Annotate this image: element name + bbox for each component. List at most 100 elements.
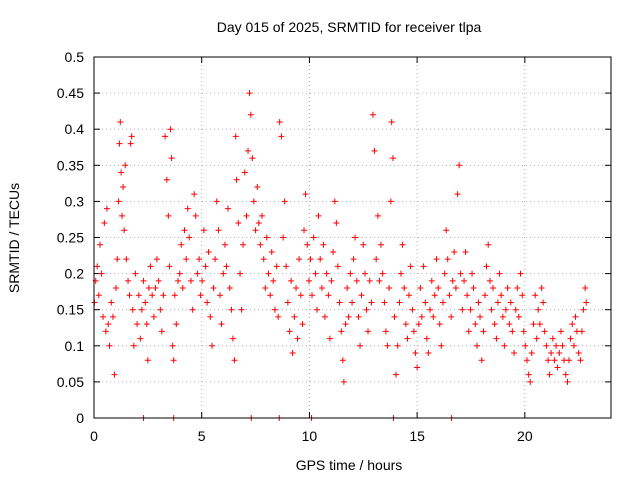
data-point	[435, 285, 442, 292]
data-point	[252, 227, 259, 234]
data-point	[218, 321, 225, 328]
data-point	[255, 220, 262, 227]
data-point	[128, 133, 135, 140]
data-point	[334, 263, 341, 270]
data-point	[340, 378, 347, 385]
y-tick-label: 0.3	[65, 193, 85, 209]
data-point	[220, 270, 227, 277]
data-point	[213, 198, 220, 205]
data-point	[388, 118, 395, 125]
data-point	[349, 299, 356, 306]
data-point	[376, 277, 383, 284]
data-point	[270, 277, 277, 284]
data-point	[371, 147, 378, 154]
data-point	[145, 285, 152, 292]
data-point	[294, 335, 301, 342]
data-point	[232, 133, 239, 140]
data-point	[384, 342, 391, 349]
data-point	[281, 198, 288, 205]
data-point	[137, 335, 144, 342]
data-point	[480, 328, 487, 335]
x-tick-label: 5	[198, 428, 206, 444]
y-tick-label: 0.2	[65, 266, 85, 282]
data-point	[179, 285, 186, 292]
data-point	[299, 321, 306, 328]
data-point	[169, 342, 176, 349]
data-point	[235, 220, 242, 227]
y-axis-label: SRMTID / TECUs	[6, 183, 22, 293]
data-point	[122, 162, 129, 169]
data-point	[475, 299, 482, 306]
data-point	[379, 270, 386, 277]
data-point	[200, 227, 207, 234]
data-point	[532, 292, 539, 299]
data-point	[184, 205, 191, 212]
data-point	[267, 292, 274, 299]
data-point	[307, 256, 314, 263]
data-point	[377, 241, 384, 248]
x-tick-label: 0	[90, 428, 98, 444]
data-point	[245, 147, 252, 154]
data-point	[165, 212, 172, 219]
y-tick-label: 0	[76, 410, 84, 426]
data-point	[382, 328, 389, 335]
data-point	[538, 285, 545, 292]
data-point	[470, 285, 477, 292]
data-point	[448, 313, 455, 320]
data-point	[549, 335, 556, 342]
data-point	[278, 133, 285, 140]
data-point	[530, 321, 537, 328]
data-point	[431, 292, 438, 299]
data-point	[474, 342, 481, 349]
y-tick-label: 0.5	[65, 49, 85, 65]
data-point	[444, 256, 451, 263]
data-point	[134, 321, 141, 328]
data-point	[389, 155, 396, 162]
y-tick-label: 0.1	[65, 338, 85, 354]
data-point	[217, 292, 224, 299]
data-point	[125, 277, 132, 284]
data-point	[499, 313, 506, 320]
data-point	[135, 292, 142, 299]
data-point	[173, 321, 180, 328]
data-point	[438, 342, 445, 349]
data-point	[243, 212, 250, 219]
data-point	[199, 277, 206, 284]
data-point	[132, 270, 139, 277]
axis-ticks: 0 0.05 0.1 0.15 0.2 0.25 0.3 0.35 0.4 0.45 0.5 0 5 10…	[57, 49, 611, 444]
data-point	[414, 364, 421, 371]
data-point	[412, 350, 419, 357]
data-points	[91, 90, 590, 421]
data-point	[186, 234, 193, 241]
data-point	[297, 292, 304, 299]
data-point	[103, 205, 110, 212]
data-point	[559, 342, 566, 349]
data-point	[344, 285, 351, 292]
data-point	[404, 335, 411, 342]
data-point	[427, 306, 434, 313]
data-point	[259, 212, 266, 219]
data-point	[163, 176, 170, 183]
data-point	[117, 118, 124, 125]
data-point	[250, 198, 257, 205]
data-point	[210, 285, 217, 292]
data-point	[483, 263, 490, 270]
data-point	[170, 357, 177, 364]
data-point	[562, 371, 569, 378]
data-point	[318, 285, 325, 292]
data-point	[481, 292, 488, 299]
data-point	[350, 256, 357, 263]
data-point	[553, 342, 560, 349]
data-point	[140, 277, 147, 284]
data-point	[289, 350, 296, 357]
data-point	[315, 212, 322, 219]
data-point	[336, 299, 343, 306]
data-point	[138, 306, 145, 313]
data-point	[283, 263, 290, 270]
data-point	[493, 335, 500, 342]
data-point	[102, 328, 109, 335]
data-point	[115, 198, 122, 205]
data-point	[527, 378, 534, 385]
data-point	[489, 285, 496, 292]
